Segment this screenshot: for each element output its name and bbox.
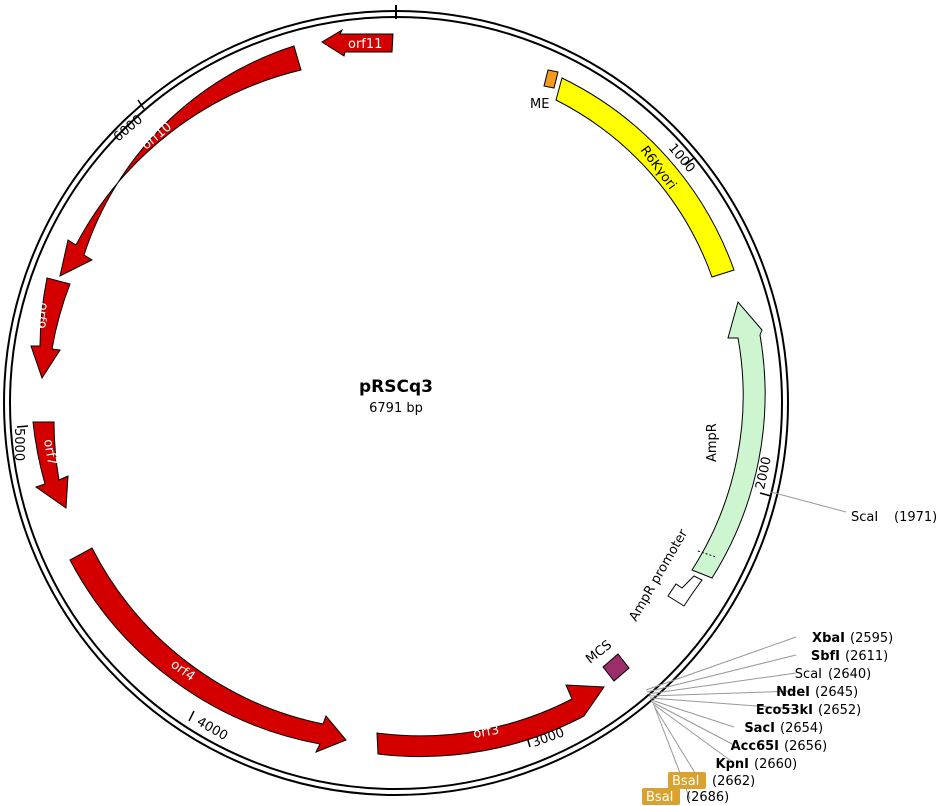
svg-text:orf7: orf7 — [40, 438, 59, 466]
svg-text:BsaI: BsaI — [672, 774, 700, 789]
site-scai-1971: ScaI (1971) — [770, 491, 937, 525]
svg-text:orf3: orf3 — [472, 723, 500, 742]
site-bsai-2662: BsaI (2662) — [668, 772, 755, 789]
svg-text:SacI: SacI — [744, 721, 775, 736]
svg-text:(2656): (2656) — [784, 739, 827, 754]
site-kpni: KpnI (2660) — [716, 757, 798, 772]
svg-text:(1971): (1971) — [894, 510, 937, 525]
svg-text:Acc65I: Acc65I — [731, 739, 779, 754]
svg-text:(2645): (2645) — [815, 685, 858, 700]
svg-text:5000: 5000 — [11, 428, 26, 461]
svg-text:(2660): (2660) — [754, 757, 797, 772]
svg-text:(2652): (2652) — [818, 703, 861, 718]
feature-ampr: AmpR — [691, 300, 766, 579]
plasmid-name: pRSCq3 — [359, 377, 433, 397]
site-leader-lines — [645, 636, 797, 800]
site-acc65i: Acc65I (2656) — [731, 739, 828, 754]
svg-text:AmpR: AmpR — [705, 423, 720, 462]
svg-text:(2686): (2686) — [686, 790, 729, 805]
site-scai-2640: ScaI (2640) — [795, 667, 871, 682]
site-saci: SacI (2654) — [744, 721, 823, 736]
svg-text:(2640): (2640) — [828, 667, 871, 682]
feature-ampr-promoter: AmpR promoter — [626, 526, 703, 624]
svg-text:(2654): (2654) — [780, 721, 823, 736]
feature-orf9: orf9 — [30, 277, 71, 380]
feature-mcs: MCS — [583, 638, 630, 682]
svg-text:Eco53kI: Eco53kI — [756, 703, 813, 718]
plasmid-length: 6791 bp — [369, 401, 423, 416]
svg-text:BsaI: BsaI — [646, 790, 674, 805]
tick-2000: 2000 — [753, 455, 775, 497]
svg-text:(2595): (2595) — [850, 631, 893, 646]
svg-text:2000: 2000 — [753, 455, 775, 490]
feature-orf3: orf3 — [376, 684, 605, 758]
svg-text:orf9: orf9 — [32, 301, 51, 329]
svg-text:ME: ME — [530, 97, 549, 112]
site-eco53ki: Eco53kI (2652) — [756, 703, 861, 718]
svg-text:SbfI: SbfI — [811, 649, 840, 664]
svg-text:(2611): (2611) — [845, 649, 888, 664]
svg-text:ScaI: ScaI — [795, 667, 822, 682]
site-xbai: XbaI (2595) — [812, 631, 893, 646]
tick-5000: 5000 — [11, 425, 29, 461]
svg-text:AmpR promoter: AmpR promoter — [626, 526, 691, 624]
svg-text:XbaI: XbaI — [812, 631, 845, 646]
svg-text:ScaI: ScaI — [851, 510, 878, 525]
site-bsai-2686: BsaI (2686) — [642, 788, 729, 805]
feature-orf11: orf11 — [321, 28, 394, 57]
site-ndei: NdeI (2645) — [776, 685, 858, 700]
svg-text:(2662): (2662) — [712, 774, 755, 789]
feature-me: ME — [530, 69, 559, 112]
svg-text:4000: 4000 — [194, 714, 230, 744]
svg-text:NdeI: NdeI — [776, 685, 810, 700]
feature-orf7: orf7 — [32, 421, 69, 509]
site-sbfi: SbfI (2611) — [811, 649, 888, 664]
svg-text:KpnI: KpnI — [716, 757, 749, 772]
svg-text:orf11: orf11 — [348, 37, 382, 52]
